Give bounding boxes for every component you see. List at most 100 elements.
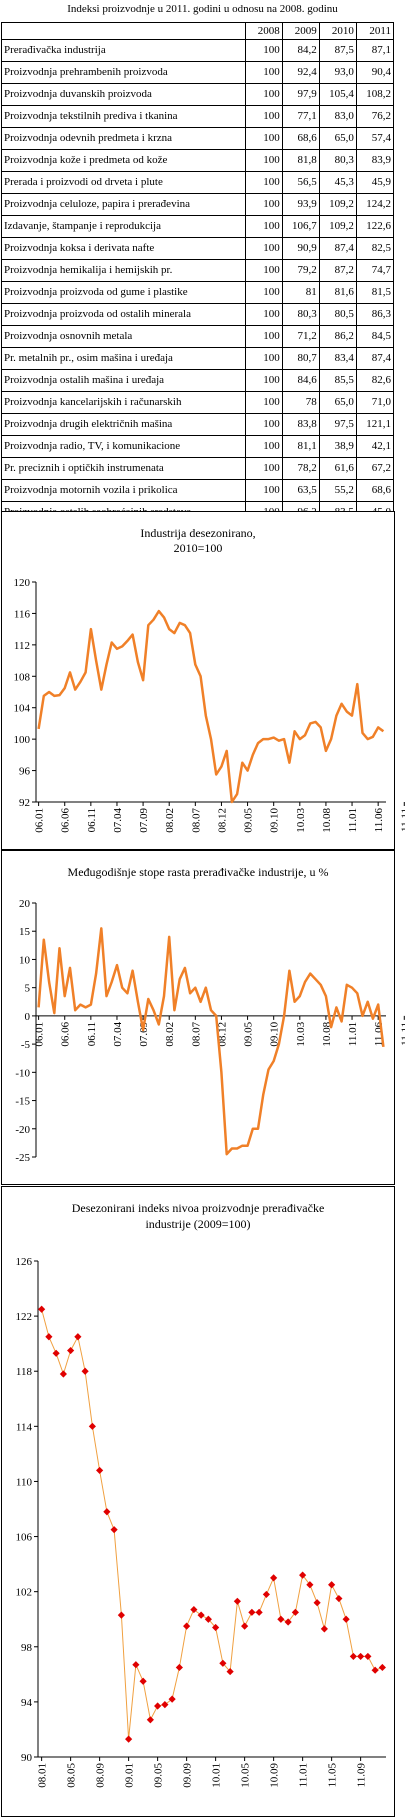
- value-2010: 86,2: [318, 325, 357, 348]
- chart-manufacturing-panel: Desezonirani indeks nivoa proizvodnje pr…: [1, 1186, 395, 1817]
- x-tick-label: 08.07: [190, 808, 202, 833]
- value-2011: 82,6: [355, 369, 395, 392]
- value-2009: 106,7: [281, 215, 320, 238]
- value-2011: 82,5: [355, 237, 395, 260]
- row-label: Pr. metalnih pr., osim mašina i uređaja: [1, 347, 246, 370]
- table-row: Proizvodnja osnovnih metala 100 71,2 86,2 84…: [1, 325, 395, 348]
- value-2011: 74,7: [355, 259, 395, 282]
- row-label: Proizvodnja duvanskih proizvoda: [1, 83, 246, 106]
- header-2008: 2008: [244, 22, 283, 40]
- y-tick-label: -20: [15, 1124, 30, 1136]
- y-tick-label: 94: [21, 1697, 33, 1709]
- chart2-title: Međugodišnje stope rasta prerađivačke in…: [67, 865, 329, 879]
- value-2011: 124,2: [355, 193, 395, 216]
- row-label: Proizvodnja motornih vozila i prikolica: [1, 479, 246, 502]
- value-2011: 90,4: [355, 61, 395, 84]
- data-point: [81, 1367, 89, 1375]
- table-row: Proizvodnja proizvoda od gume i plastike…: [1, 281, 395, 304]
- data-point: [378, 1663, 386, 1672]
- value-2010: 109,2: [318, 215, 357, 238]
- data-point: [248, 1608, 256, 1616]
- x-tick-label: 11.01: [347, 1022, 359, 1046]
- row-label: Proizvodnja osnovnih metala: [1, 325, 246, 348]
- value-2008: 100: [244, 61, 283, 84]
- table-row: Proizvodnja tekstilnih prediva i tkanina…: [1, 105, 395, 128]
- value-2009: 56,5: [281, 171, 320, 194]
- value-2009: 97,9: [281, 83, 320, 106]
- data-point: [183, 1622, 191, 1630]
- value-2008: 100: [244, 39, 283, 62]
- data-point: [226, 1667, 234, 1676]
- y-tick-label: 10: [19, 954, 31, 966]
- y-tick-label: 5: [25, 983, 31, 995]
- y-tick-label: 96: [19, 766, 31, 778]
- data-point: [190, 1605, 198, 1614]
- x-tick-label: 08.05: [66, 1763, 78, 1788]
- data-point: [103, 1508, 111, 1516]
- row-label: Proizvodnja kancelarijskih i računarskih: [1, 391, 246, 414]
- value-2009: 80,7: [281, 347, 320, 370]
- row-label: Proizvodnja celuloze, papira i prerađevi…: [1, 193, 246, 216]
- data-point: [110, 1526, 118, 1534]
- data-point: [212, 1623, 220, 1632]
- x-tick-label: 10.03: [295, 808, 307, 833]
- y-tick-label: 126: [16, 1256, 33, 1268]
- table-row: Proizvodnja motornih vozila i prikolica 1…: [1, 479, 395, 502]
- value-2008: 100: [244, 193, 283, 216]
- data-point: [335, 1594, 343, 1603]
- y-tick-label: 108: [14, 671, 31, 683]
- table-row: Proizvodnja proizvoda od ostalih mineral…: [1, 303, 395, 326]
- x-tick-label: 10.09: [269, 1763, 281, 1788]
- value-2010: 87,5: [318, 39, 357, 62]
- value-2008: 100: [244, 281, 283, 304]
- x-tick-label: 11.06: [373, 808, 385, 833]
- value-2010: 65,0: [318, 391, 357, 414]
- value-2008: 100: [244, 413, 283, 436]
- value-2011: 71,0: [355, 391, 395, 414]
- x-tick-label: 08.12: [216, 808, 228, 833]
- value-2008: 100: [244, 83, 283, 106]
- x-tick-label: 11.01: [347, 808, 359, 832]
- value-2009: 77,1: [281, 105, 320, 128]
- data-point: [219, 1659, 227, 1667]
- value-2008: 100: [244, 479, 283, 502]
- table-row: Proizvodnja drugih električnih mašina 100…: [1, 413, 395, 436]
- table-row: Proizvodnja radio, TV, i komunikacione 10…: [1, 435, 395, 458]
- x-tick-label: 09.01: [124, 1763, 136, 1788]
- value-2008: 100: [244, 457, 283, 480]
- table-row: Proizvodnja kože i predmeta od kože 100 81…: [1, 149, 395, 172]
- x-tick-label: 07.09: [138, 1021, 150, 1046]
- value-2011: 83,9: [355, 149, 395, 172]
- value-2008: 100: [244, 237, 283, 260]
- table-row: Proizvodnja ostalih mašina i uređaja 100 8…: [1, 369, 395, 392]
- value-2011: 87,1: [355, 39, 395, 62]
- value-2009: 92,4: [281, 61, 320, 84]
- row-label: Proizvodnja odevnih predmeta i krzna: [1, 127, 246, 150]
- y-tick-label: 116: [14, 608, 31, 620]
- value-2010: 45,3: [318, 171, 357, 194]
- data-point: [255, 1608, 263, 1616]
- table-row: Pr. preciznih i optičkih instrumenata 100…: [1, 457, 395, 480]
- value-2008: 100: [244, 369, 283, 392]
- x-tick-label: 09.05: [243, 808, 255, 833]
- production-index-table: 2008 2009 2010 2011 Prerađivačka industr…: [1, 22, 395, 546]
- value-2011: 76,2: [355, 105, 395, 128]
- table-row: Prerađivačka industrija 100 84,2 87,5 87,1: [1, 39, 395, 62]
- x-tick-label: 06.06: [60, 808, 72, 833]
- y-tick-label: 20: [19, 898, 31, 910]
- value-2011: 67,2: [355, 457, 395, 480]
- x-tick-label: 09.05: [243, 1021, 255, 1046]
- value-2011: 45,9: [355, 171, 395, 194]
- data-point: [67, 1346, 75, 1355]
- x-tick-label: 06.11: [86, 1022, 98, 1046]
- data-point: [204, 1615, 212, 1623]
- row-label: Prerađivačka industrija: [1, 39, 246, 62]
- data-point: [146, 1716, 154, 1724]
- header-empty-cell: [1, 22, 246, 40]
- value-2009: 93,9: [281, 193, 320, 216]
- y-tick-label: 90: [21, 1752, 33, 1764]
- data-point: [96, 1466, 104, 1475]
- x-tick-label: 07.09: [138, 808, 150, 833]
- value-2011: 87,4: [355, 347, 395, 370]
- data-point: [342, 1615, 350, 1623]
